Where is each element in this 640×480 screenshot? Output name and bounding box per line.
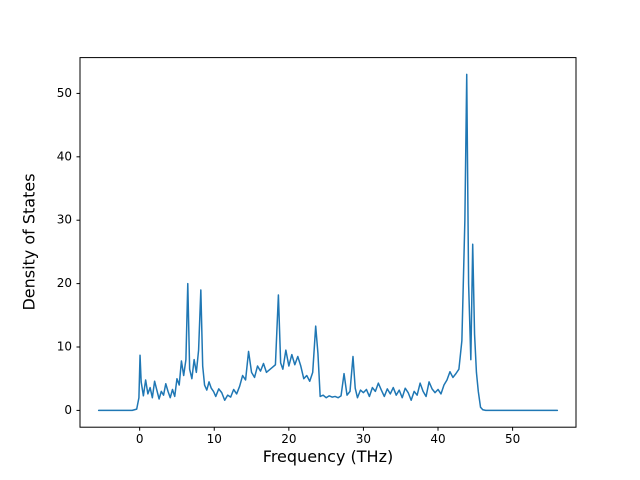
x-tick-label: 50 [505,432,520,446]
x-tick-label: 10 [207,432,222,446]
x-axis-label: Frequency (THz) [262,447,394,466]
x-tick-label: 20 [281,432,296,446]
x-tick-label: 0 [136,432,144,446]
y-tick-label: 0 [64,403,72,417]
y-tick-label: 50 [57,86,72,100]
y-tick-label: 10 [57,340,72,354]
y-tick-label: 40 [57,149,72,163]
y-tick-label: 30 [57,213,72,227]
y-tick-label: 20 [57,276,72,290]
x-tick-label: 30 [356,432,371,446]
axes-spines [79,57,577,428]
y-axis-label: Density of States [19,173,39,311]
x-tick-label: 40 [430,432,445,446]
dos-line-series [97,73,559,412]
